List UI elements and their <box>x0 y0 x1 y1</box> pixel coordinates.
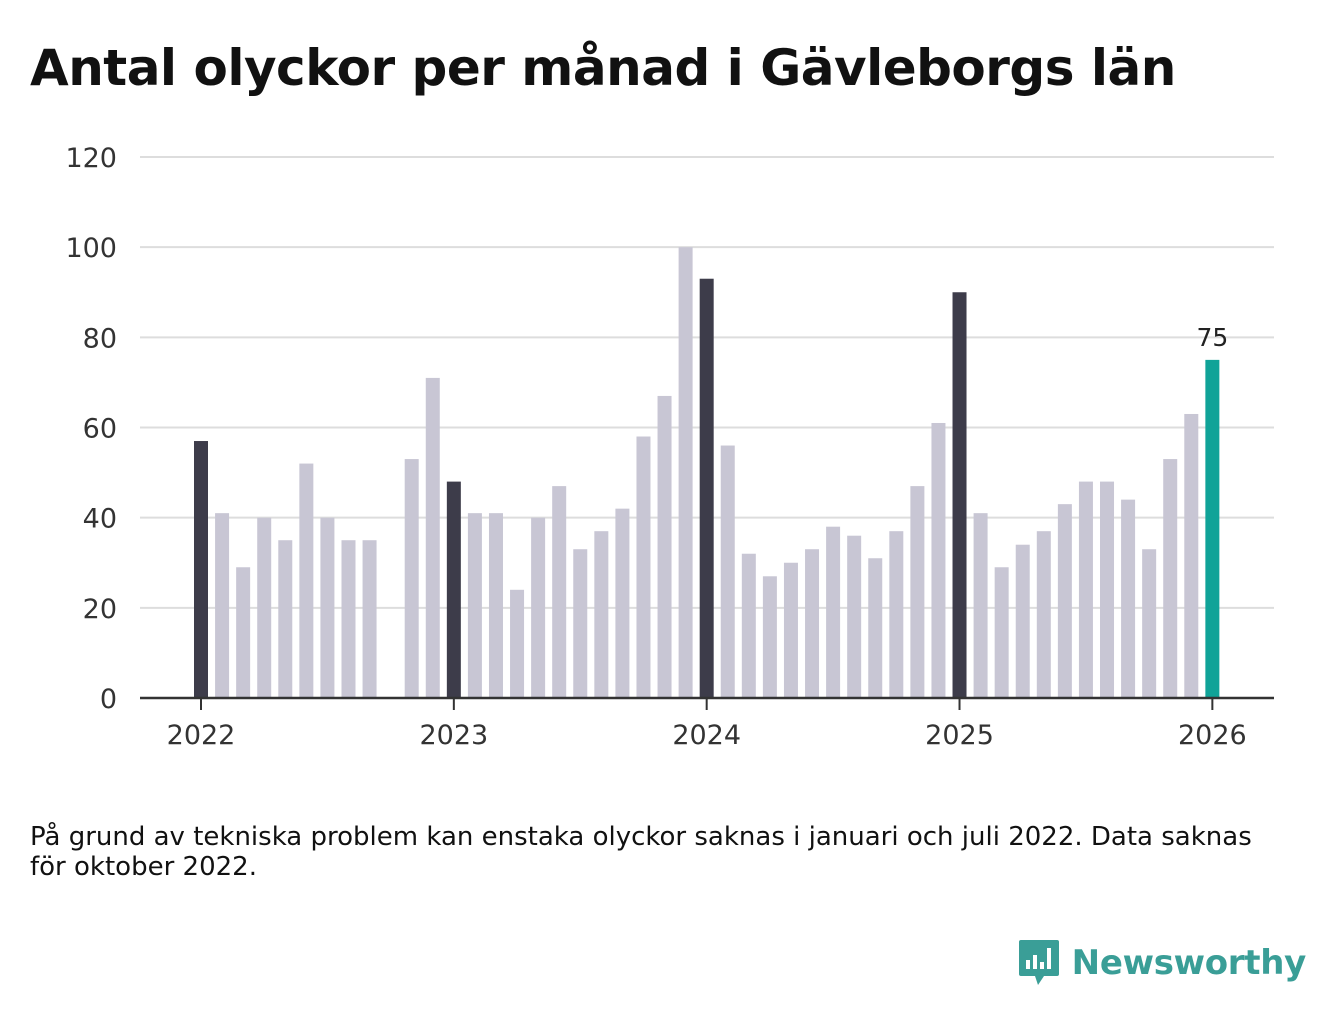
bar <box>1184 413 1199 698</box>
bar <box>994 567 1009 698</box>
bar <box>657 395 672 698</box>
y-tick-label: 60 <box>83 414 117 445</box>
data-label-latest: 75 <box>1196 323 1228 352</box>
bar <box>257 517 272 698</box>
y-tick-label: 40 <box>83 504 117 535</box>
bar <box>952 292 967 698</box>
y-tick-label: 0 <box>100 684 117 715</box>
bar <box>931 422 946 698</box>
bar <box>278 540 293 698</box>
y-tick-label: 100 <box>65 233 117 264</box>
chart-title: Antal olyckor per månad i Gävleborgs län <box>30 39 1176 97</box>
bar <box>847 535 862 698</box>
bar <box>341 540 356 698</box>
bar <box>868 558 883 698</box>
bar <box>910 486 925 698</box>
bar <box>1078 481 1093 698</box>
bar <box>194 441 208 698</box>
brand-name: Newsworthy <box>1071 943 1307 983</box>
bar <box>236 567 251 698</box>
bar <box>741 553 756 698</box>
bar <box>1015 544 1030 698</box>
y-tick-label: 20 <box>83 594 117 625</box>
bar <box>467 513 482 698</box>
bar <box>973 513 988 698</box>
x-tick-label: 2025 <box>925 720 994 751</box>
bar <box>1163 459 1178 698</box>
bar <box>362 540 377 698</box>
bar <box>826 526 841 698</box>
bar <box>320 517 335 698</box>
x-tick-label: 2026 <box>1178 720 1247 751</box>
bar <box>678 247 693 698</box>
bar <box>552 486 567 698</box>
bar <box>783 562 798 698</box>
bar-chart: 0 20 40 60 80 100 120 75 2022 2023 2024 2025 2026 <box>65 143 1274 751</box>
bar <box>1057 504 1072 698</box>
bar <box>488 513 503 698</box>
bar <box>1121 499 1136 698</box>
x-tick-label: 2023 <box>419 720 488 751</box>
y-tick-label: 120 <box>65 143 117 174</box>
bar <box>1100 481 1115 698</box>
x-axis <box>140 696 1274 710</box>
bar <box>299 463 314 698</box>
bar <box>531 517 546 698</box>
bar <box>425 377 440 698</box>
bars <box>194 247 1220 698</box>
bar <box>215 513 230 698</box>
bar <box>805 549 820 698</box>
bar <box>573 549 588 698</box>
bar <box>1142 549 1157 698</box>
bar <box>636 436 651 698</box>
bar <box>1036 531 1051 698</box>
bar <box>446 481 461 698</box>
bar <box>404 459 419 698</box>
bar <box>699 278 714 698</box>
x-tick-label: 2022 <box>167 720 236 751</box>
axis-labels: 0 20 40 60 80 100 120 75 2022 2023 2024 2025 2026 <box>65 143 1246 751</box>
bar <box>510 589 525 698</box>
bar <box>762 576 777 698</box>
bar <box>615 508 630 698</box>
newsworthy-logo-icon <box>1018 940 1059 985</box>
bar <box>594 531 609 698</box>
footnote: På grund av tekniska problem kan enstaka… <box>30 822 1252 882</box>
bar <box>1205 359 1220 698</box>
y-tick-label: 80 <box>83 323 117 354</box>
brand[interactable]: Newsworthy <box>1018 938 1306 988</box>
x-tick-label: 2024 <box>672 720 741 751</box>
bar <box>720 445 735 698</box>
bar <box>889 531 904 698</box>
